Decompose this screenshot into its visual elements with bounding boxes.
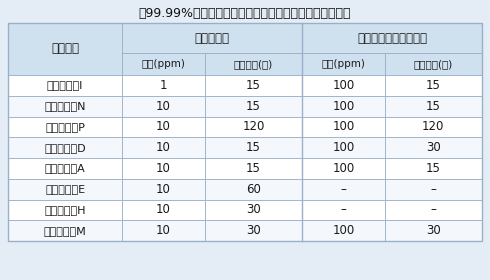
Bar [302,96,385,116]
Bar [122,53,205,75]
Text: 30: 30 [426,141,441,154]
Bar [385,158,482,179]
Bar [385,137,482,158]
Text: 、99.99%以上の各種ウイルスを除去させる条件の比較】: 、99.99%以上の各種ウイルスを除去させる条件の比較】 [139,7,351,20]
Bar [302,75,385,96]
Bar [385,179,482,199]
Text: 15: 15 [246,162,261,175]
Text: –: – [341,183,346,196]
Bar [205,96,302,116]
Bar [205,137,302,158]
Text: ウイルス　P: ウイルス P [45,122,85,132]
Text: 120: 120 [422,120,444,133]
Bar [8,137,122,158]
Text: –: – [430,203,436,216]
Text: ウイルス　D: ウイルス D [44,143,86,153]
Text: 30: 30 [246,224,261,237]
Bar [302,116,385,137]
Text: 15: 15 [426,79,441,92]
Bar [302,220,385,241]
Bar [302,137,385,158]
Bar [385,96,482,116]
Text: ウイルス　M: ウイルス M [44,226,87,236]
Bar [385,116,482,137]
Text: 100: 100 [332,141,355,154]
Text: 10: 10 [156,120,171,133]
Bar [122,116,205,137]
Text: 100: 100 [332,100,355,113]
Text: 100: 100 [332,224,355,237]
Bar [8,23,122,75]
Bar [122,158,205,179]
Text: 100: 100 [332,79,355,92]
Bar [8,199,122,220]
Text: 濃度(ppm): 濃度(ppm) [142,59,186,69]
Text: 15: 15 [426,162,441,175]
Text: 10: 10 [156,100,171,113]
Bar [205,179,302,199]
Text: 120: 120 [242,120,265,133]
Text: 二酸化塗素: 二酸化塗素 [195,32,230,45]
Bar [302,158,385,179]
Bar [205,220,302,241]
Bar [205,199,302,220]
Bar [8,158,122,179]
Bar [122,75,205,96]
Text: 作用時間(秒): 作用時間(秒) [234,59,273,69]
Bar [122,96,205,116]
Text: 10: 10 [156,141,171,154]
Bar [302,199,385,220]
Text: –: – [341,203,346,216]
Text: 10: 10 [156,203,171,216]
Text: 作用時間(秒): 作用時間(秒) [414,59,453,69]
Bar [8,179,122,199]
Text: 濃度(ppm): 濃度(ppm) [321,59,366,69]
Text: 15: 15 [246,100,261,113]
Text: 10: 10 [156,162,171,175]
Text: 10: 10 [156,224,171,237]
Text: 次亜塗素酸ナトリウム: 次亜塗素酸ナトリウム [357,32,427,45]
Bar [122,179,205,199]
Bar [205,116,302,137]
Text: 30: 30 [246,203,261,216]
Text: 100: 100 [332,120,355,133]
Bar [302,23,482,53]
Text: ウイルス　A: ウイルス A [45,163,86,173]
Bar [122,137,205,158]
Text: 15: 15 [246,141,261,154]
Text: 15: 15 [426,100,441,113]
Text: ウイルス　I: ウイルス I [47,80,83,90]
Bar [8,23,482,241]
Bar [205,158,302,179]
Bar [385,220,482,241]
Bar [8,116,122,137]
Text: 10: 10 [156,183,171,196]
Bar [122,199,205,220]
Bar [205,75,302,96]
Text: 15: 15 [246,79,261,92]
Bar [385,75,482,96]
Text: ウイルス　H: ウイルス H [45,205,86,215]
Text: 30: 30 [426,224,441,237]
Text: 100: 100 [332,162,355,175]
Bar [385,199,482,220]
Text: 1: 1 [160,79,167,92]
Text: ウイルス　N: ウイルス N [45,101,86,111]
Text: ウイルス　E: ウイルス E [45,184,85,194]
Bar [122,220,205,241]
Bar [8,96,122,116]
Bar [205,53,302,75]
Bar [302,53,385,75]
Text: 60: 60 [246,183,261,196]
Bar [8,220,122,241]
Bar [385,53,482,75]
Text: ウイルス: ウイルス [51,43,79,55]
Bar [302,179,385,199]
Bar [8,75,122,96]
Text: –: – [430,183,436,196]
Bar [122,23,302,53]
